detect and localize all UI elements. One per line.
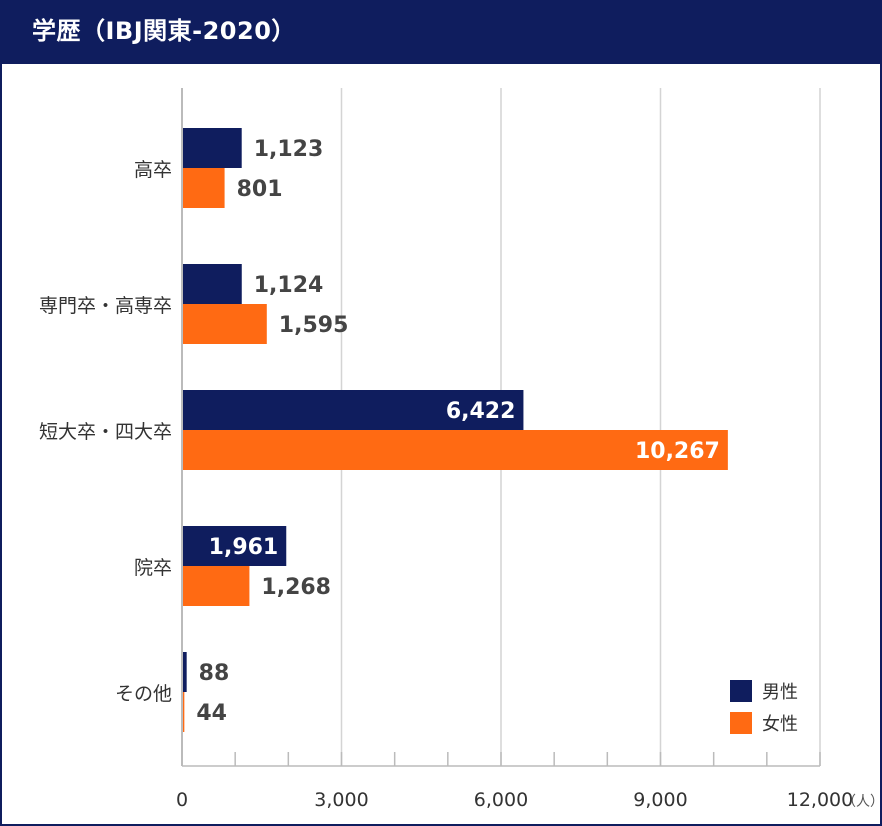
category-label: 高卒 <box>134 159 172 181</box>
data-label: 1,961 <box>209 535 279 560</box>
category-label: 専門卒・高専卒 <box>39 295 172 317</box>
category-label: 短大卒・四大卒 <box>39 421 172 443</box>
x-tick-label: 3,000 <box>314 789 368 811</box>
x-tick-label: 6,000 <box>474 789 528 811</box>
category-label: その他 <box>115 683 172 705</box>
x-axis: 0 3,000 6,000 9,000 12,000（人） <box>176 88 882 811</box>
legend-label: 女性 <box>762 714 798 735</box>
x-tick-label: 0 <box>176 789 188 811</box>
bar-male <box>182 128 242 168</box>
data-label: 6,422 <box>446 399 516 424</box>
bar-male <box>182 390 524 430</box>
bar-female <box>182 566 250 606</box>
bar-male <box>182 264 242 304</box>
data-label: 801 <box>237 177 283 202</box>
x-tick-label: 12,000 <box>787 789 853 811</box>
category-label: 院卒 <box>134 557 172 579</box>
data-label: 1,595 <box>279 313 349 338</box>
data-label: 1,124 <box>254 273 324 298</box>
data-label: 1,123 <box>254 137 324 162</box>
legend-swatch <box>730 712 752 734</box>
legend-swatch <box>730 680 752 702</box>
bars: 1,123 801 1,124 1,595 6,422 10,267 1,961 1,268 8… <box>182 128 728 732</box>
x-unit-label: （人） <box>842 794 882 810</box>
chart-title: 学歴（IBJ関東-2020） <box>32 17 296 45</box>
data-label: 88 <box>199 661 230 686</box>
bar-female <box>182 430 728 470</box>
data-label: 10,267 <box>635 439 720 464</box>
data-label: 1,268 <box>261 575 331 600</box>
bar-male <box>182 652 187 692</box>
data-label: 44 <box>196 701 227 726</box>
bar-female <box>182 304 267 344</box>
bar-female <box>182 168 225 208</box>
x-tick-label: 9,000 <box>633 789 687 811</box>
chart-header: 学歴（IBJ関東-2020） <box>2 2 880 64</box>
bar-male <box>182 526 287 566</box>
legend-label: 男性 <box>762 682 798 703</box>
bar-female <box>182 692 185 732</box>
